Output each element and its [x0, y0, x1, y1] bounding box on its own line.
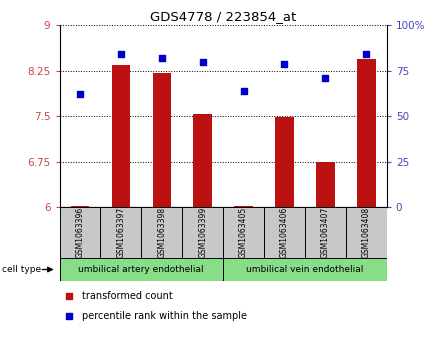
Bar [71, 206, 89, 207]
Title: GDS4778 / 223854_at: GDS4778 / 223854_at [150, 10, 296, 23]
Bar [316, 162, 334, 207]
Text: percentile rank within the sample: percentile rank within the sample [82, 311, 247, 321]
Bar [264, 207, 305, 258]
Text: GSM1063408: GSM1063408 [362, 207, 371, 258]
Text: umbilical vein endothelial: umbilical vein endothelial [246, 265, 364, 274]
Point [159, 55, 165, 61]
Bar [112, 65, 130, 207]
Bar [153, 73, 171, 207]
Point [66, 313, 73, 319]
Text: umbilical artery endothelial: umbilical artery endothelial [79, 265, 204, 274]
Text: GSM1063407: GSM1063407 [321, 207, 330, 258]
Bar [223, 207, 264, 258]
Bar [60, 258, 223, 281]
Point [322, 75, 329, 81]
Bar [234, 206, 253, 207]
Point [117, 52, 124, 57]
Bar [193, 114, 212, 207]
Bar [223, 258, 387, 281]
Bar [100, 207, 141, 258]
Point [66, 293, 73, 299]
Text: transformed count: transformed count [82, 291, 173, 301]
Bar [182, 207, 223, 258]
Point [240, 88, 247, 94]
Bar [60, 207, 100, 258]
Bar [305, 207, 346, 258]
Bar [357, 59, 376, 207]
Text: GSM1063397: GSM1063397 [116, 207, 125, 258]
Bar [275, 117, 294, 207]
Text: GSM1063405: GSM1063405 [239, 207, 248, 258]
Bar [346, 207, 387, 258]
Bar [141, 207, 182, 258]
Point [199, 59, 206, 65]
Text: GSM1063398: GSM1063398 [157, 207, 166, 258]
Point [281, 61, 288, 66]
Text: GSM1063399: GSM1063399 [198, 207, 207, 258]
Text: GSM1063396: GSM1063396 [76, 207, 85, 258]
Text: GSM1063406: GSM1063406 [280, 207, 289, 258]
Text: cell type: cell type [2, 265, 41, 274]
Point [363, 52, 370, 57]
Point [76, 91, 83, 97]
